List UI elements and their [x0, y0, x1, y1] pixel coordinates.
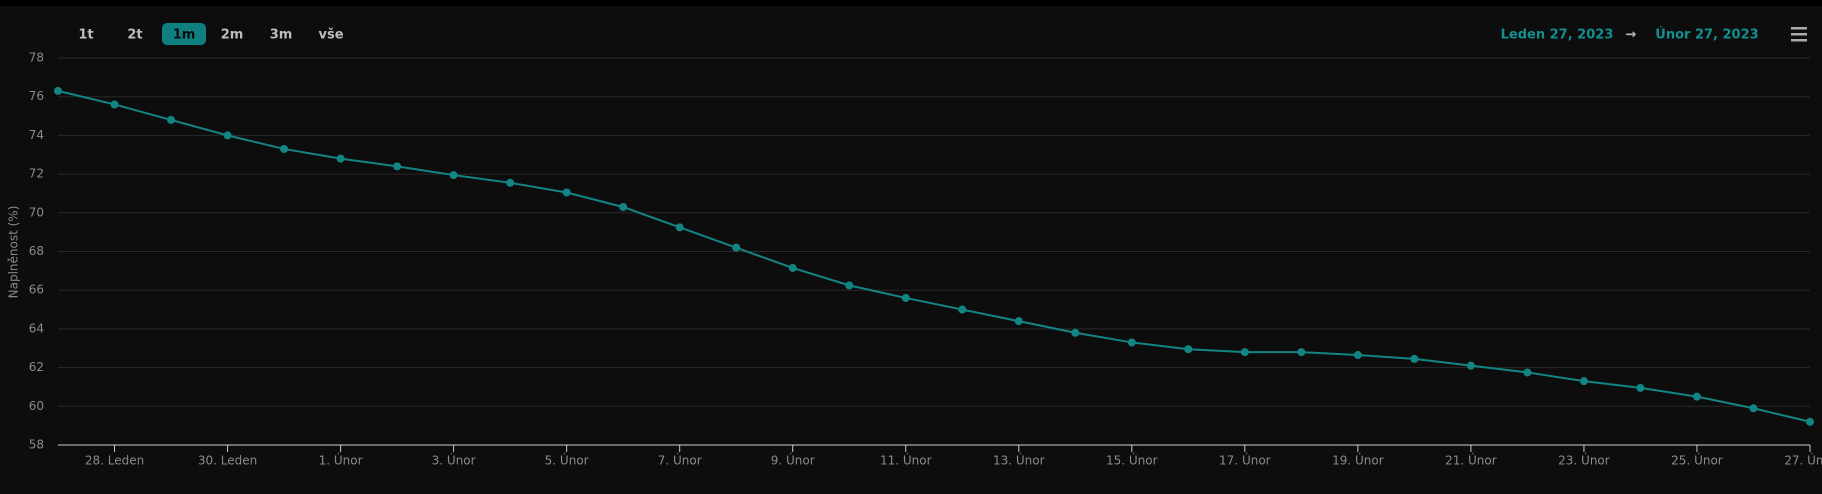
data-line — [57, 89, 1811, 423]
data-point[interactable] — [675, 223, 684, 232]
x-tick-label: 5. Únor — [545, 453, 589, 468]
data-point[interactable] — [506, 178, 515, 187]
data-point[interactable] — [1579, 377, 1588, 386]
data-point[interactable] — [167, 115, 176, 124]
range-button[interactable]: vše — [318, 28, 343, 43]
y-tick-label: 68 — [29, 244, 44, 258]
x-tick-label: 11. Únor — [880, 453, 932, 468]
x-tick-label: 21. Únor — [1445, 453, 1497, 468]
y-tick-label: 78 — [29, 51, 44, 65]
data-point[interactable] — [223, 131, 232, 140]
data-point[interactable] — [562, 188, 571, 197]
y-tick-label: 58 — [29, 438, 44, 452]
x-tick-label: 19. Únor — [1332, 453, 1384, 468]
data-point[interactable] — [1806, 417, 1814, 426]
x-tick-label: 28. Leden — [85, 454, 144, 468]
range-button[interactable]: 1m — [173, 28, 196, 43]
y-tick-label: 76 — [29, 89, 44, 103]
data-point[interactable] — [788, 263, 797, 272]
x-tick-label: 1. Únor — [319, 453, 363, 468]
x-tick-label: 3. Únor — [432, 453, 476, 468]
y-tick-label: 60 — [29, 399, 44, 413]
data-point[interactable] — [1636, 383, 1645, 392]
date-arrow: → — [1626, 28, 1637, 43]
data-point[interactable] — [1184, 345, 1193, 354]
range-button[interactable]: 2m — [221, 28, 244, 43]
data-point[interactable] — [1240, 348, 1249, 357]
data-point[interactable] — [958, 305, 967, 314]
top-bar — [0, 0, 1822, 6]
y-axis-label: Naplněnost (%) — [7, 206, 21, 299]
data-point[interactable] — [393, 162, 402, 171]
data-point[interactable] — [1466, 361, 1475, 370]
range-button[interactable]: 2t — [127, 28, 142, 43]
range-button-bg[interactable] — [162, 23, 206, 45]
data-point[interactable] — [1127, 338, 1136, 347]
data-point[interactable] — [110, 100, 119, 109]
date-from[interactable]: Leden 27, 2023 — [1501, 28, 1614, 43]
data-point[interactable] — [1523, 368, 1532, 377]
x-tick-label: 30. Leden — [198, 454, 257, 468]
data-point[interactable] — [1071, 328, 1080, 337]
range-button[interactable]: 3m — [270, 28, 293, 43]
data-point[interactable] — [619, 202, 628, 211]
data-point[interactable] — [54, 86, 62, 95]
data-point[interactable] — [449, 171, 458, 180]
x-tick-label: 17. Únor — [1219, 453, 1271, 468]
x-tick-label: 9. Únor — [771, 453, 815, 468]
date-to[interactable]: Únor 27, 2023 — [1655, 27, 1758, 43]
y-tick-label: 64 — [29, 321, 44, 335]
data-point[interactable] — [901, 293, 910, 302]
x-tick-label: 15. Únor — [1106, 453, 1158, 468]
data-point[interactable] — [1410, 354, 1419, 363]
x-tick-label: 25. Únor — [1671, 453, 1723, 468]
y-tick-label: 74 — [29, 128, 44, 142]
data-point[interactable] — [1692, 392, 1701, 401]
menu-icon[interactable] — [1791, 27, 1807, 42]
x-tick-label: 7. Únor — [658, 453, 702, 468]
data-point[interactable] — [336, 154, 345, 163]
data-point[interactable] — [1297, 348, 1306, 357]
y-tick-label: 70 — [29, 205, 44, 219]
x-tick-label: 27. Únor — [1784, 453, 1822, 468]
data-point[interactable] — [1749, 404, 1758, 413]
data-point[interactable] — [280, 144, 289, 153]
data-point[interactable] — [732, 243, 741, 252]
y-tick-label: 62 — [29, 360, 44, 374]
y-tick-label: 72 — [29, 167, 44, 181]
x-tick-label: 23. Únor — [1558, 453, 1610, 468]
range-button[interactable]: 1t — [78, 28, 93, 43]
data-point[interactable] — [845, 281, 854, 290]
y-tick-label: 66 — [29, 283, 44, 297]
x-tick-label: 13. Únor — [993, 453, 1045, 468]
data-point[interactable] — [1014, 317, 1023, 326]
data-point[interactable] — [1353, 351, 1362, 360]
